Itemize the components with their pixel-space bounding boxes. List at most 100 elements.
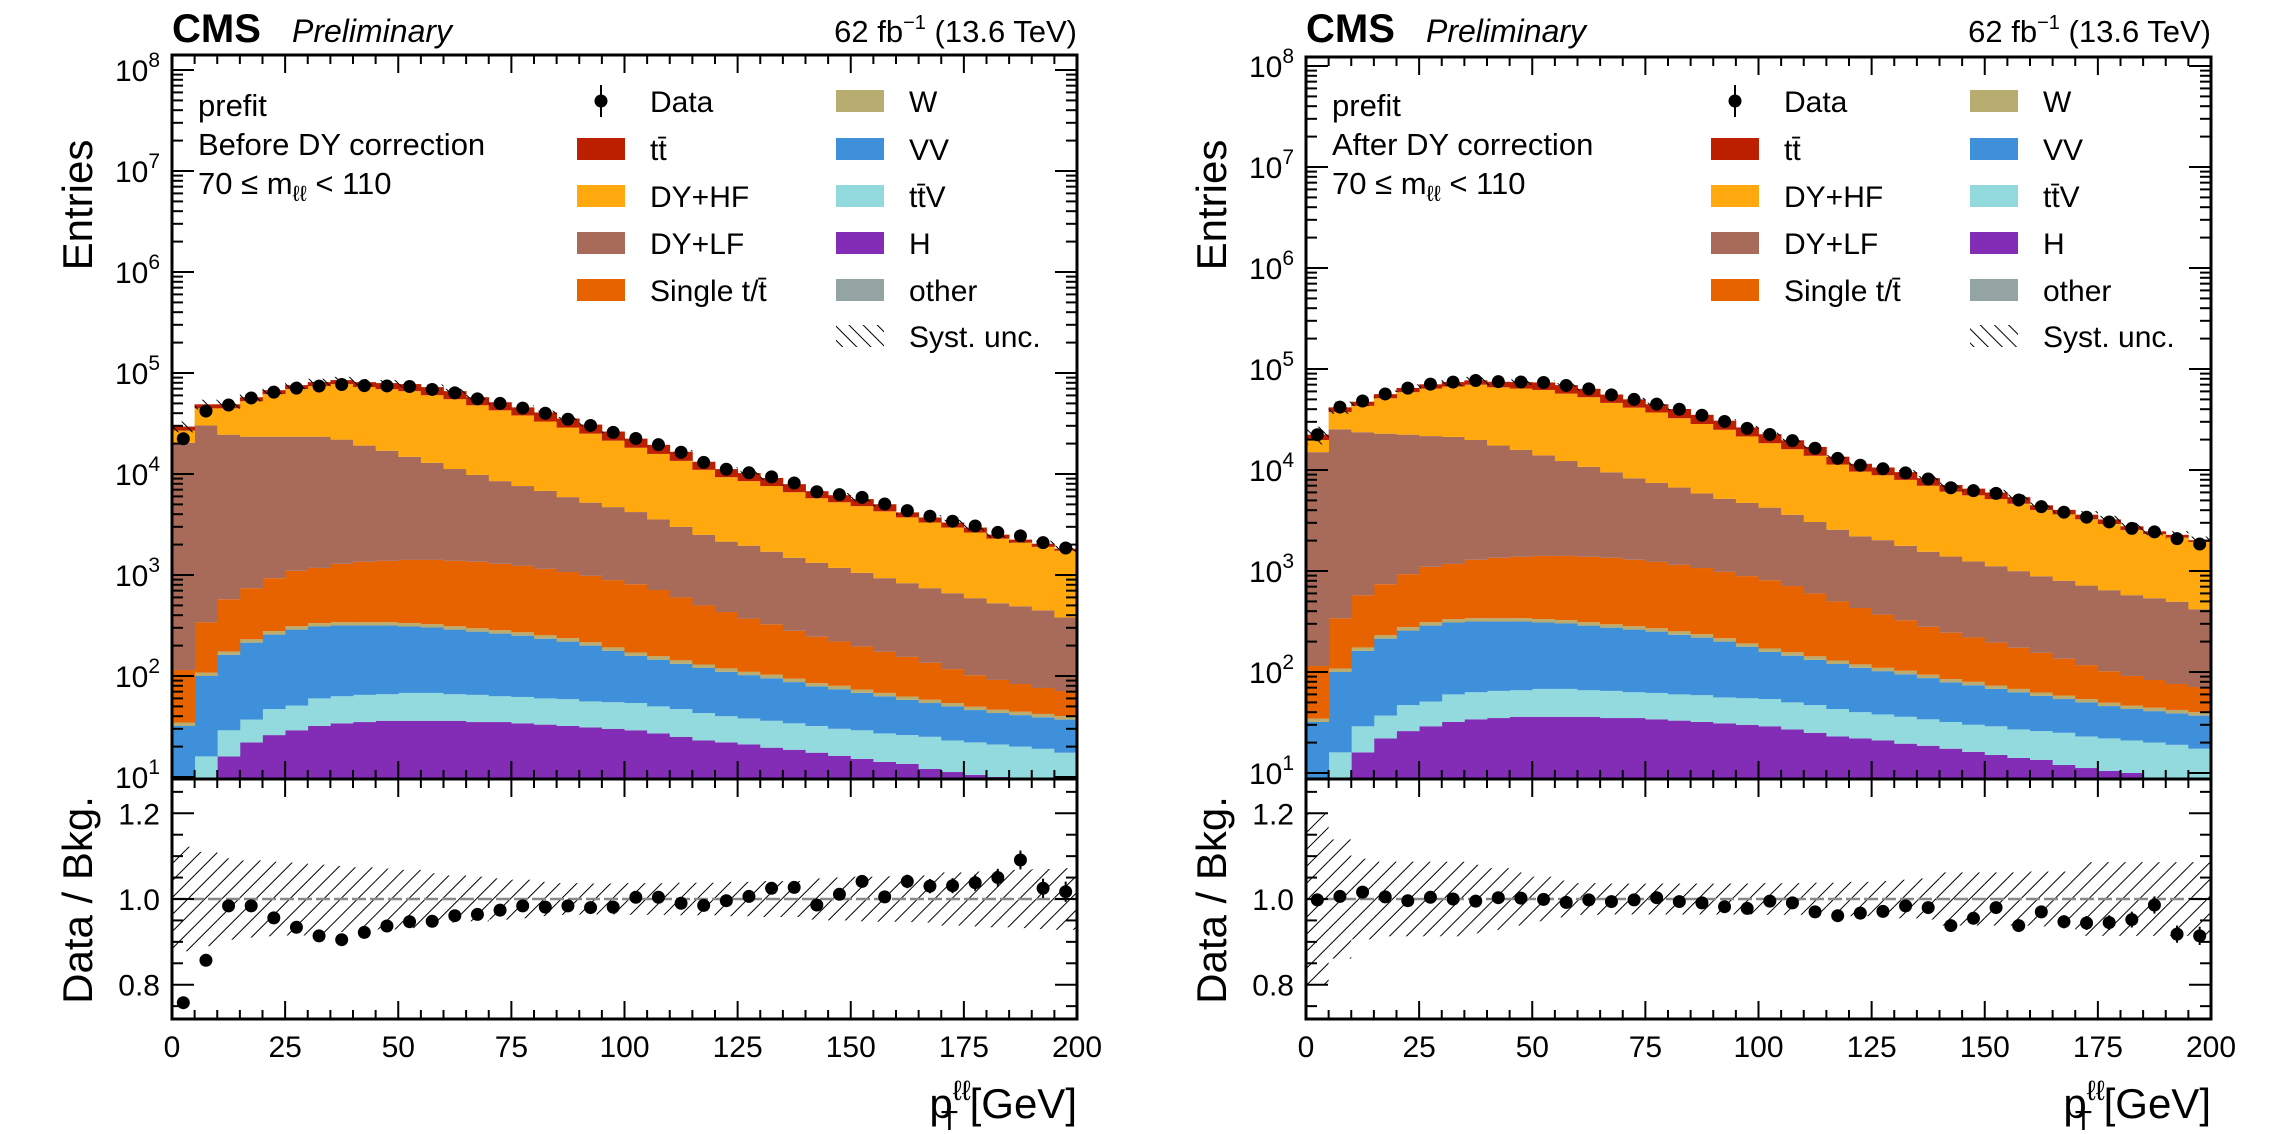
stack-layer-vv [1306, 621, 2212, 779]
bar-ttv [2052, 732, 2076, 765]
bar-dylf [1871, 540, 1895, 615]
data-point [1899, 466, 1913, 480]
ratio-point [470, 907, 484, 921]
legend-entry-dyhf: DY+HF [1711, 181, 1883, 214]
bar-w [488, 630, 512, 634]
bar-h [1894, 743, 1918, 779]
data-point [968, 519, 982, 533]
bar-singletop [1758, 580, 1782, 649]
bar-h [2052, 765, 2076, 779]
data-point [1514, 375, 1528, 389]
ratio-point [516, 899, 530, 913]
bar-dyhf [1509, 388, 1533, 450]
bar-vv [307, 626, 331, 699]
y-tick-label: 103 [115, 554, 160, 593]
legend-label-vv: VV [2043, 134, 2083, 167]
bar-dylf [353, 445, 377, 562]
data-point [923, 509, 937, 523]
bar-vv [1532, 622, 1556, 689]
data-point [561, 412, 575, 426]
ratio-point [2193, 929, 2207, 943]
bar-dyhf [918, 522, 942, 589]
bar-dylf [1645, 482, 1669, 562]
legend-label-h: H [2043, 228, 2065, 261]
bar-singletop [1054, 691, 1078, 717]
bar-vv [1984, 688, 2008, 727]
bar-dylf [285, 436, 309, 571]
ratio-point [1446, 892, 1460, 906]
data-point [946, 514, 960, 528]
data-point [1650, 397, 1664, 411]
bar-vv [1441, 622, 1465, 695]
bar-singletop [217, 599, 241, 652]
bar-ttv [262, 709, 286, 736]
bar-dylf [805, 562, 829, 637]
bar-w [1441, 619, 1465, 623]
bar-singletop [1600, 557, 1624, 625]
bar-w [941, 703, 965, 707]
bar-vv [1054, 719, 1078, 753]
bar-w [782, 678, 806, 683]
bar-singletop [1713, 571, 1737, 639]
bar-ttv [2188, 748, 2212, 779]
bar-w [1306, 718, 1330, 722]
data-point [1582, 382, 1596, 396]
bar-w [1939, 679, 1963, 683]
ratio-point [1944, 919, 1958, 933]
bar-vv [896, 699, 920, 736]
legend-label-ttv: tt̄V [909, 181, 946, 214]
bar-h [466, 722, 490, 779]
legend-entry-data: Data [594, 85, 714, 119]
bar-dylf [488, 481, 512, 564]
bar-w [601, 647, 625, 651]
bar-vv [918, 703, 942, 737]
bar-ttv [1826, 709, 1850, 737]
bar-dyhf [1396, 392, 1420, 435]
bar-vv [398, 626, 422, 693]
bar-dyhf [579, 433, 603, 503]
bar-vv [1781, 655, 1805, 703]
bar-ttv [353, 694, 377, 723]
y-axis-title: Entries [54, 140, 101, 271]
bar-h [647, 733, 671, 779]
bar-h [1758, 726, 1782, 779]
bar-dylf [1509, 449, 1533, 557]
bar-dyhf [760, 486, 784, 552]
legend-label-singletop: Single t/t̄ [1784, 275, 1901, 308]
bar-h [760, 747, 784, 779]
bar-dylf [398, 456, 422, 560]
bar-singletop [488, 563, 512, 631]
x-tick-label: 100 [1733, 1031, 1783, 1064]
bar-ttv [760, 720, 784, 748]
ratio-point [1831, 909, 1845, 923]
bar-singletop [239, 588, 263, 640]
data-point [357, 379, 371, 393]
bar-ttv [692, 713, 716, 741]
bar-singletop [375, 560, 399, 623]
ratio-point [425, 914, 439, 928]
bar-singletop [1962, 637, 1986, 682]
bar-ttv [782, 723, 806, 750]
bar-vv [624, 655, 648, 704]
x-tick-label: 150 [1960, 1031, 2010, 1064]
bar-h [601, 728, 625, 779]
bar-h [1577, 716, 1601, 779]
legend-label-w: W [2043, 86, 2072, 119]
ratio-points [1310, 885, 2207, 945]
bar-w [1509, 618, 1533, 622]
bar-h [1984, 754, 2008, 779]
bar-vv [1328, 672, 1352, 753]
bar-vv [262, 634, 286, 710]
bar-h [307, 725, 331, 779]
bar-vv [2097, 706, 2121, 739]
bar-w [1803, 656, 1827, 660]
bar-singletop [1009, 684, 1033, 712]
ratio-point [1921, 901, 1935, 915]
status-label: Preliminary [292, 13, 454, 49]
bar-vv [330, 625, 354, 697]
y-tick-label: 104 [1249, 449, 1294, 488]
legend-label-other: other [909, 275, 977, 308]
ratio-point [1514, 891, 1528, 905]
bar-h [669, 736, 693, 779]
bar-dyhf [896, 517, 920, 584]
